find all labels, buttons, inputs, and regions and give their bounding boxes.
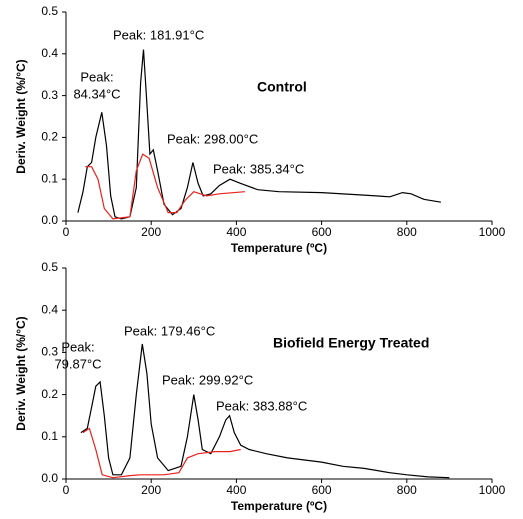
y-tick-label: 0.2 <box>41 130 58 144</box>
y-tick-label: 0.3 <box>41 88 58 102</box>
x-tick-label: 600 <box>312 483 332 497</box>
y-tick-label: 0.1 <box>41 429 58 443</box>
peak-annotation: Peak: 179.46°C <box>124 323 215 338</box>
x-axis-label: Temperature (ºC) <box>231 499 327 513</box>
y-axis-label: Deriv. Weight (%/°C) <box>14 316 28 430</box>
x-tick-label: 200 <box>141 225 161 239</box>
peak-annotation: Peak: 181.91°C <box>113 27 204 42</box>
y-tick-label: 0.1 <box>41 171 58 185</box>
x-tick-label: 400 <box>226 483 246 497</box>
x-axis-label: Temperature (ºC) <box>231 241 327 255</box>
y-tick-label: 0.4 <box>41 302 58 316</box>
peak-annotation: Peak: <box>80 69 113 84</box>
y-tick-label: 0.5 <box>41 260 58 274</box>
peak-annotation: 79.87°C <box>54 356 101 371</box>
y-tick-label: 0.0 <box>41 471 58 485</box>
x-tick-label: 800 <box>397 483 417 497</box>
curve <box>85 153 245 220</box>
x-tick-label: 400 <box>226 225 246 239</box>
x-tick-label: 0 <box>63 483 70 497</box>
curve <box>80 343 450 479</box>
x-tick-label: 1000 <box>479 225 506 239</box>
y-tick-label: 0.4 <box>41 46 58 60</box>
y-axis-label: Deriv. Weight (%/°C) <box>14 59 28 173</box>
x-tick-label: 600 <box>312 225 332 239</box>
curve <box>77 49 442 220</box>
peak-annotation: Peak: 299.92°C <box>162 372 253 387</box>
x-tick-label: 0 <box>63 225 70 239</box>
x-tick-label: 800 <box>397 225 417 239</box>
curve <box>82 427 241 479</box>
panel-title: Biofield Energy Treated <box>273 335 429 351</box>
y-tick-label: 0.2 <box>41 387 58 401</box>
panel-title: Control <box>257 79 307 95</box>
x-tick-label: 1000 <box>479 483 506 497</box>
y-tick-label: 0.0 <box>41 213 58 227</box>
peak-annotation: Peak: <box>61 339 94 354</box>
peak-annotation: Peak: 383.88°C <box>216 398 307 413</box>
y-tick-label: 0.5 <box>41 4 58 18</box>
x-tick-label: 200 <box>141 483 161 497</box>
y-tick-label: 0.3 <box>41 345 58 359</box>
peak-annotation: Peak: 298.00°C <box>167 131 258 146</box>
peak-annotation: Peak: 385.34°C <box>213 161 304 176</box>
peak-annotation: 84.34°C <box>73 86 120 101</box>
